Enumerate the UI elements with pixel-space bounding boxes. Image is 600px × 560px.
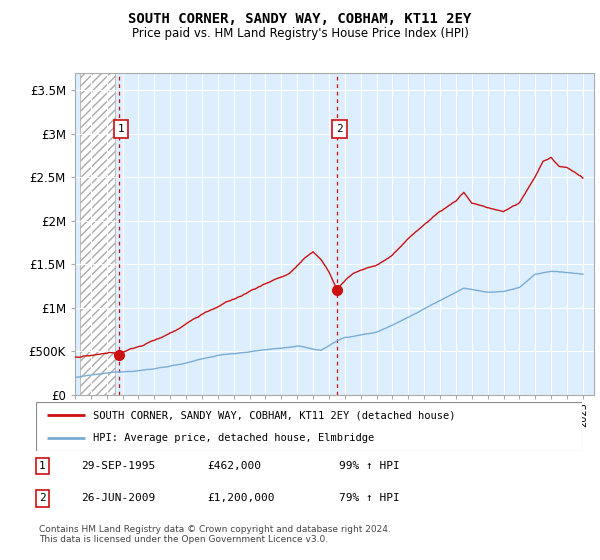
Text: £462,000: £462,000 xyxy=(207,461,261,471)
Text: 26-JUN-2009: 26-JUN-2009 xyxy=(81,493,155,503)
Text: 99% ↑ HPI: 99% ↑ HPI xyxy=(339,461,400,471)
FancyBboxPatch shape xyxy=(36,402,582,451)
Text: 79% ↑ HPI: 79% ↑ HPI xyxy=(339,493,400,503)
Text: SOUTH CORNER, SANDY WAY, COBHAM, KT11 2EY (detached house): SOUTH CORNER, SANDY WAY, COBHAM, KT11 2E… xyxy=(94,410,456,421)
Text: £1,200,000: £1,200,000 xyxy=(207,493,275,503)
Text: SOUTH CORNER, SANDY WAY, COBHAM, KT11 2EY: SOUTH CORNER, SANDY WAY, COBHAM, KT11 2E… xyxy=(128,12,472,26)
Text: 1: 1 xyxy=(39,461,46,471)
Bar xyxy=(80,73,115,395)
Text: 1: 1 xyxy=(118,124,124,134)
Text: 29-SEP-1995: 29-SEP-1995 xyxy=(81,461,155,471)
Text: 2: 2 xyxy=(336,124,343,134)
Text: Contains HM Land Registry data © Crown copyright and database right 2024.
This d: Contains HM Land Registry data © Crown c… xyxy=(39,525,391,544)
Text: 2: 2 xyxy=(39,493,46,503)
Text: Price paid vs. HM Land Registry's House Price Index (HPI): Price paid vs. HM Land Registry's House … xyxy=(131,27,469,40)
Text: HPI: Average price, detached house, Elmbridge: HPI: Average price, detached house, Elmb… xyxy=(94,433,374,444)
